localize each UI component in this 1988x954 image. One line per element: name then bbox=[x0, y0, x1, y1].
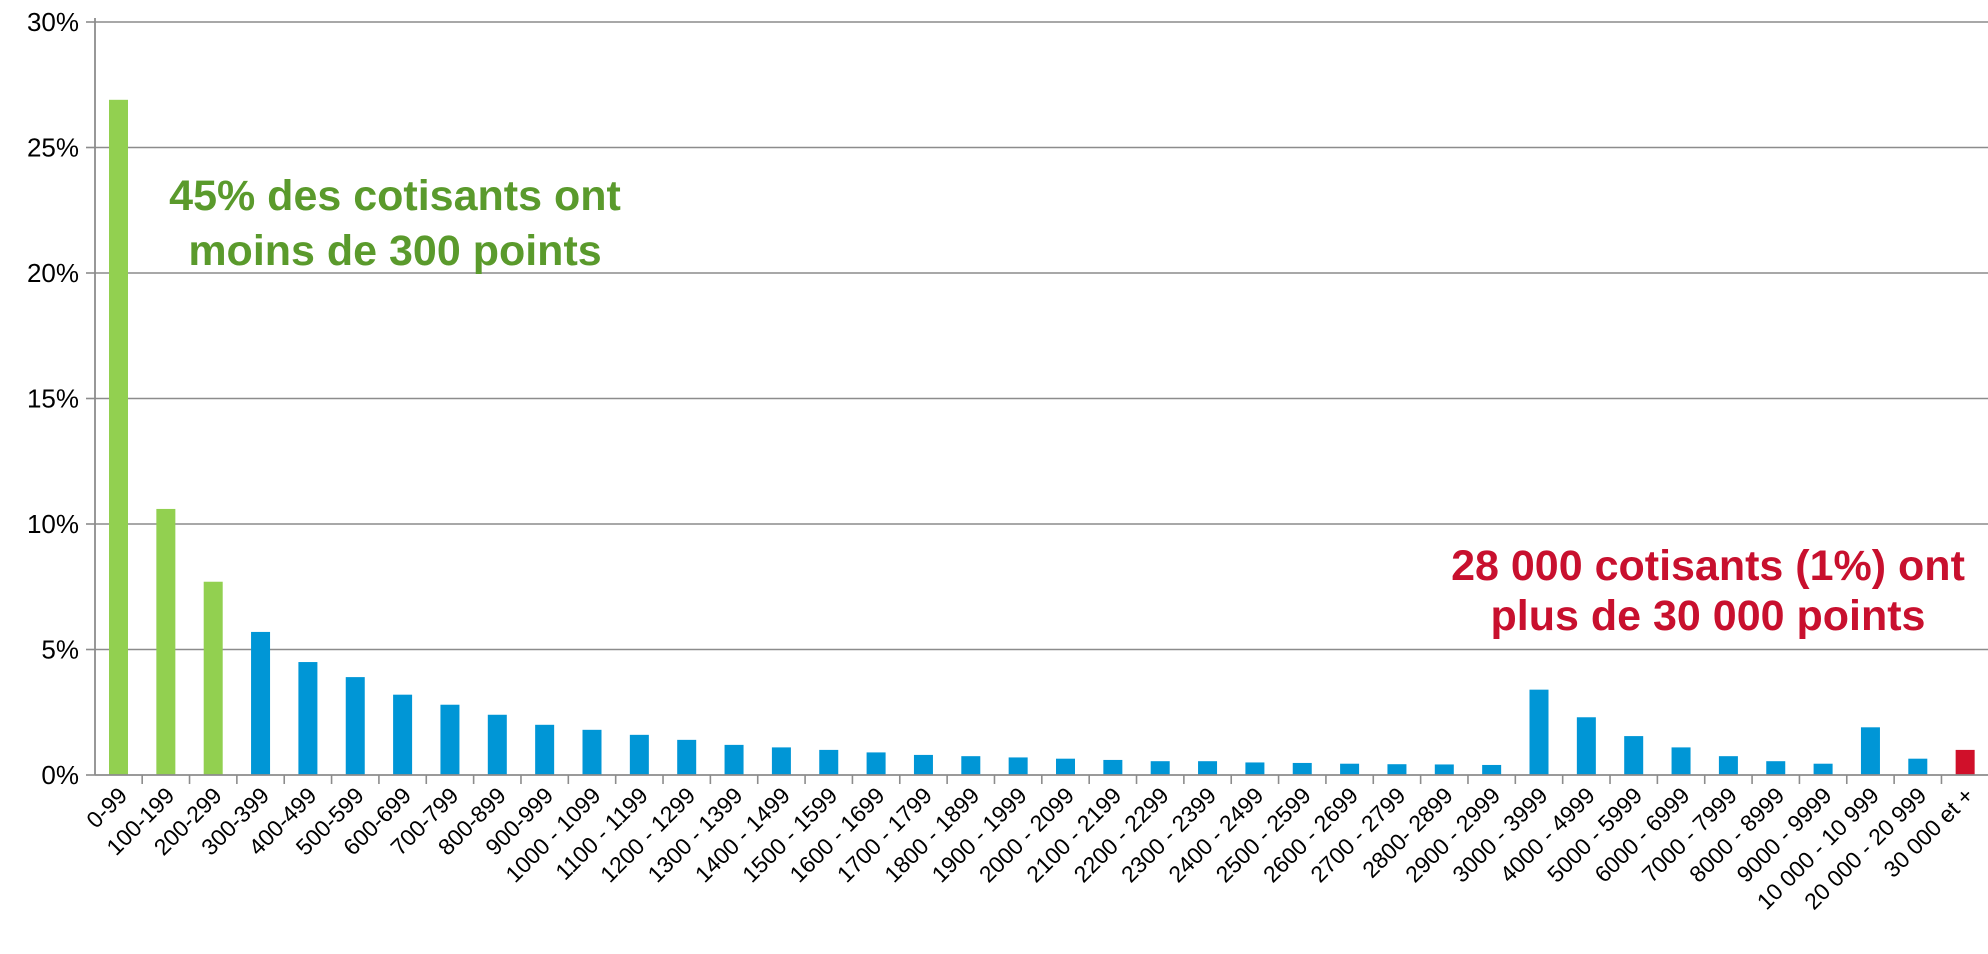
bar bbox=[535, 724, 555, 775]
y-tick-label: 15% bbox=[27, 384, 79, 414]
bar bbox=[1434, 764, 1454, 775]
bar bbox=[1908, 758, 1928, 775]
bar bbox=[1387, 764, 1407, 775]
bar bbox=[1198, 761, 1218, 775]
gridlines bbox=[95, 21, 1988, 651]
bar bbox=[1103, 759, 1123, 775]
annotation-text: moins de 300 points bbox=[188, 227, 601, 275]
bar bbox=[677, 739, 697, 775]
annotation-text: plus de 30 000 points bbox=[1491, 592, 1926, 640]
bar bbox=[629, 734, 649, 775]
bar bbox=[819, 749, 839, 775]
y-tick-label: 25% bbox=[27, 133, 79, 163]
bar bbox=[1718, 756, 1738, 775]
bar bbox=[1766, 761, 1786, 775]
y-axis-ticks: 0% 5% 10% 15% 20% 25% 30% bbox=[27, 7, 95, 790]
annotation-text: 28 000 cotisants (1%) ont bbox=[1451, 542, 1965, 590]
bar bbox=[1860, 727, 1880, 775]
bar bbox=[1245, 762, 1265, 775]
x-axis-ticks: 0-99100-199200-299300-399400-499500-5996… bbox=[81, 775, 1979, 914]
bar bbox=[203, 581, 223, 775]
bar bbox=[1955, 749, 1975, 775]
bar bbox=[1340, 763, 1360, 775]
y-tick-label: 20% bbox=[27, 258, 79, 288]
bar bbox=[440, 704, 460, 775]
bar bbox=[866, 752, 886, 775]
bar bbox=[1482, 764, 1502, 775]
bar bbox=[1576, 717, 1596, 775]
bar bbox=[582, 729, 602, 775]
axes bbox=[94, 18, 1988, 776]
bar bbox=[1150, 761, 1170, 775]
annotation-text: 45% des cotisants ont bbox=[169, 172, 621, 220]
annotations: 45% des cotisants ont moins de 300 points… bbox=[169, 172, 1965, 640]
bar bbox=[1056, 758, 1075, 775]
y-tick-label: 30% bbox=[27, 7, 79, 37]
bar bbox=[1529, 689, 1549, 775]
bar bbox=[393, 694, 413, 775]
bar bbox=[913, 754, 933, 775]
bar bbox=[724, 744, 744, 775]
bar bbox=[1292, 762, 1312, 775]
bar bbox=[109, 99, 128, 775]
y-tick-label: 10% bbox=[27, 509, 79, 539]
bar bbox=[1813, 763, 1833, 775]
bar bbox=[156, 508, 176, 775]
bar bbox=[771, 747, 791, 775]
y-tick-label: 5% bbox=[41, 635, 79, 665]
y-tick-label: 0% bbox=[41, 760, 79, 790]
bar bbox=[1671, 747, 1691, 775]
bar bbox=[961, 756, 981, 775]
bar bbox=[298, 662, 318, 775]
bar bbox=[251, 631, 271, 775]
bar bbox=[487, 714, 507, 775]
bar bbox=[345, 677, 365, 775]
bars bbox=[109, 99, 1975, 775]
bar bbox=[1008, 757, 1028, 775]
bar bbox=[1624, 736, 1644, 775]
